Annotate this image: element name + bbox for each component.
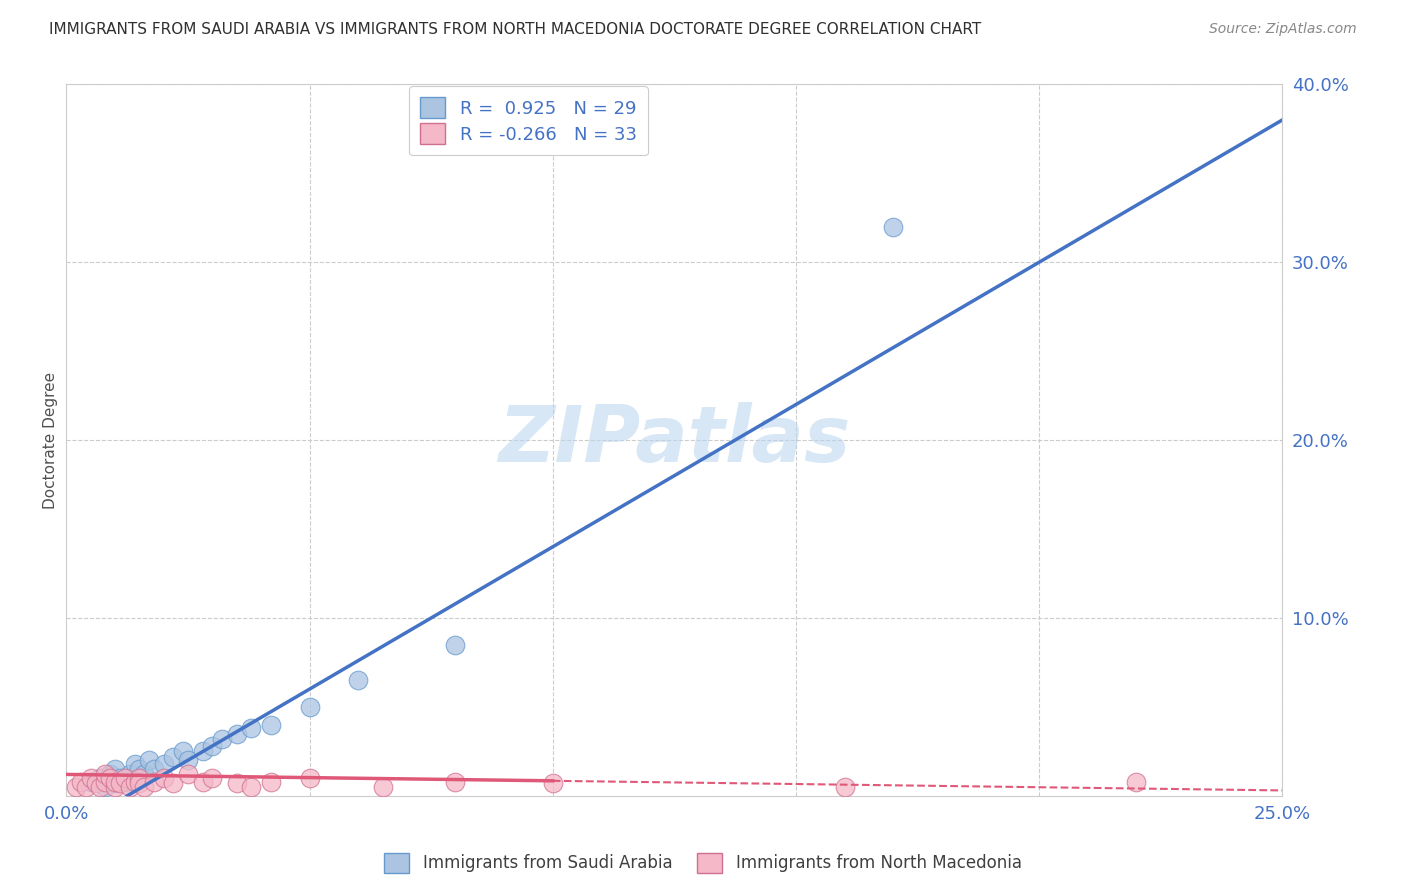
Point	[260, 774, 283, 789]
Point	[104, 774, 127, 789]
Point	[191, 774, 214, 789]
Point	[98, 771, 121, 785]
Legend: R =  0.925   N = 29, R = -0.266   N = 33: R = 0.925 N = 29, R = -0.266 N = 33	[409, 87, 648, 155]
Point	[104, 780, 127, 794]
Point	[118, 780, 141, 794]
Point	[84, 776, 107, 790]
Point	[108, 771, 131, 785]
Point	[177, 753, 200, 767]
Point	[444, 774, 467, 789]
Point	[70, 774, 93, 789]
Point	[201, 739, 224, 753]
Point	[94, 774, 117, 789]
Point	[104, 776, 127, 790]
Point	[260, 717, 283, 731]
Point	[128, 771, 150, 785]
Point	[89, 780, 111, 794]
Point	[65, 780, 87, 794]
Point	[162, 776, 184, 790]
Point	[162, 749, 184, 764]
Point	[104, 762, 127, 776]
Point	[143, 774, 166, 789]
Text: IMMIGRANTS FROM SAUDI ARABIA VS IMMIGRANTS FROM NORTH MACEDONIA DOCTORATE DEGREE: IMMIGRANTS FROM SAUDI ARABIA VS IMMIGRAN…	[49, 22, 981, 37]
Text: Source: ZipAtlas.com: Source: ZipAtlas.com	[1209, 22, 1357, 37]
Point	[114, 771, 136, 785]
Point	[541, 776, 564, 790]
Point	[298, 699, 321, 714]
Point	[143, 762, 166, 776]
Point	[211, 731, 233, 746]
Point	[128, 771, 150, 785]
Point	[80, 774, 103, 789]
Point	[882, 219, 904, 234]
Point	[108, 776, 131, 790]
Point	[118, 767, 141, 781]
Text: ZIPatlas: ZIPatlas	[498, 402, 851, 478]
Point	[124, 774, 146, 789]
Point	[225, 776, 247, 790]
Point	[134, 767, 156, 781]
Point	[89, 771, 111, 785]
Point	[371, 780, 394, 794]
Point	[98, 767, 121, 781]
Point	[94, 780, 117, 794]
Point	[347, 673, 370, 688]
Legend: Immigrants from Saudi Arabia, Immigrants from North Macedonia: Immigrants from Saudi Arabia, Immigrants…	[378, 847, 1028, 880]
Point	[114, 774, 136, 789]
Point	[240, 780, 263, 794]
Point	[124, 756, 146, 771]
Point	[94, 767, 117, 781]
Point	[177, 767, 200, 781]
Point	[134, 780, 156, 794]
Point	[191, 744, 214, 758]
Point	[240, 721, 263, 735]
Point	[298, 771, 321, 785]
Point	[172, 744, 194, 758]
Point	[128, 762, 150, 776]
Point	[152, 756, 174, 771]
Point	[128, 776, 150, 790]
Point	[80, 771, 103, 785]
Point	[152, 771, 174, 785]
Y-axis label: Doctorate Degree: Doctorate Degree	[44, 372, 58, 508]
Point	[138, 753, 160, 767]
Point	[444, 638, 467, 652]
Point	[201, 771, 224, 785]
Point	[75, 780, 97, 794]
Point	[225, 726, 247, 740]
Point	[1125, 774, 1147, 789]
Point	[834, 780, 856, 794]
